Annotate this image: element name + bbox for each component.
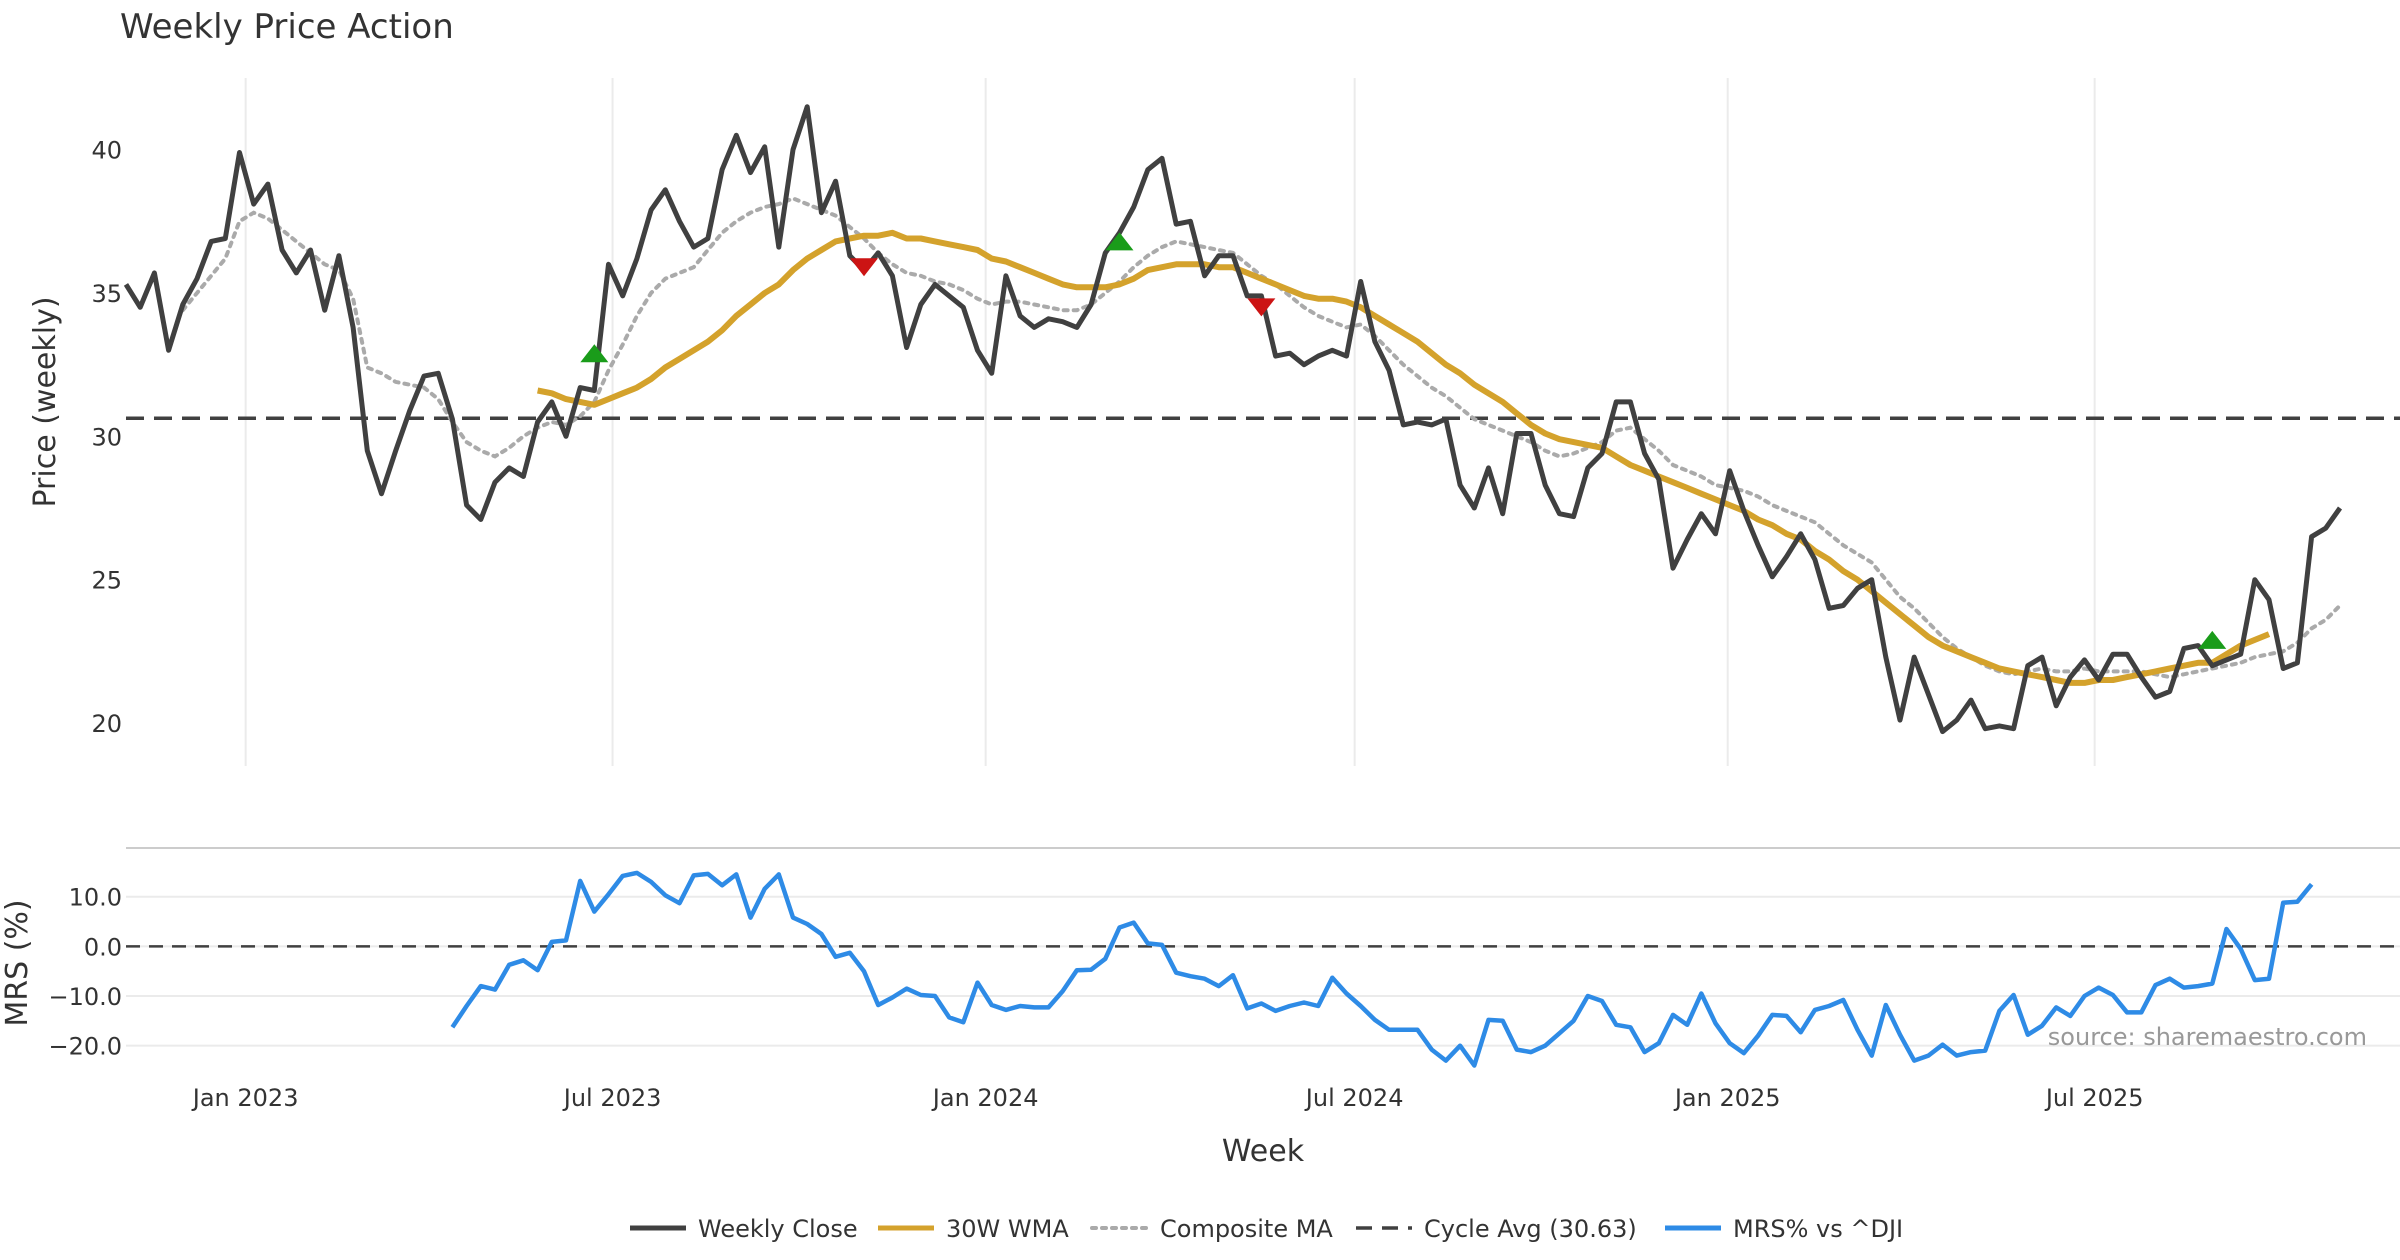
price-y-tick-label: 30 [91, 423, 122, 451]
legend-label: MRS% vs ^DJI [1733, 1215, 1903, 1243]
x-axis-label: Week [1222, 1134, 1305, 1169]
chart-legend: Weekly Close 30W WMA Composite MA Cycle Avg… [630, 1215, 1903, 1243]
price-y-axis-label: Price (weekly) [28, 296, 63, 507]
mrs-y-tick-label: −20.0 [48, 1033, 122, 1061]
x-tick-label: Jul 2023 [562, 1084, 662, 1112]
buy-signal-marker [1105, 232, 1134, 251]
source-note: source: sharemaestro.com [2048, 1023, 2367, 1051]
sell-signal-marker [850, 258, 878, 277]
composite-ma-line [180, 196, 2342, 680]
mrs-y-tick-label: 0.0 [84, 933, 122, 961]
legend-label: Weekly Close [698, 1215, 858, 1243]
price-y-tick-label: 40 [91, 137, 122, 165]
x-ticks: Jan 2023 Jul 2023 Jan 2024 Jul 2024 Jan 2025… [191, 1084, 2144, 1112]
weekly-close-line [123, 104, 2343, 735]
mrs-y-ticks: 10.0 0.0 −10.0 −20.0 [48, 884, 122, 1061]
chart-title: Weekly Price Action [120, 7, 454, 47]
wma-30w-line [537, 229, 2271, 686]
mrs-y-tick-label: 10.0 [69, 884, 122, 912]
legend-label: 30W WMA [946, 1215, 1069, 1243]
price-y-tick-label: 25 [91, 567, 122, 595]
price-y-tick-label: 35 [91, 280, 122, 308]
legend-label: Cycle Avg (30.63) [1424, 1215, 1637, 1243]
signal-markers [580, 232, 2227, 649]
price-y-tick-label: 20 [91, 710, 122, 738]
legend-label: Composite MA [1160, 1215, 1333, 1243]
x-tick-label: Jul 2024 [1304, 1084, 1404, 1112]
buy-signal-marker [2198, 630, 2227, 649]
price-y-ticks: 20 25 30 35 40 [91, 137, 122, 738]
sell-signal-marker [1247, 298, 1276, 317]
x-tick-label: Jan 2023 [191, 1084, 299, 1112]
x-tick-label: Jan 2024 [931, 1084, 1039, 1112]
mrs-line [450, 870, 2314, 1068]
x-tick-label: Jan 2025 [1673, 1084, 1781, 1112]
price-gridlines [244, 78, 2096, 766]
buy-signal-marker [580, 344, 609, 363]
x-tick-label: Jul 2025 [2044, 1084, 2144, 1112]
mrs-y-tick-label: −10.0 [48, 983, 122, 1011]
mrs-y-axis-label: MRS (%) [0, 899, 35, 1026]
